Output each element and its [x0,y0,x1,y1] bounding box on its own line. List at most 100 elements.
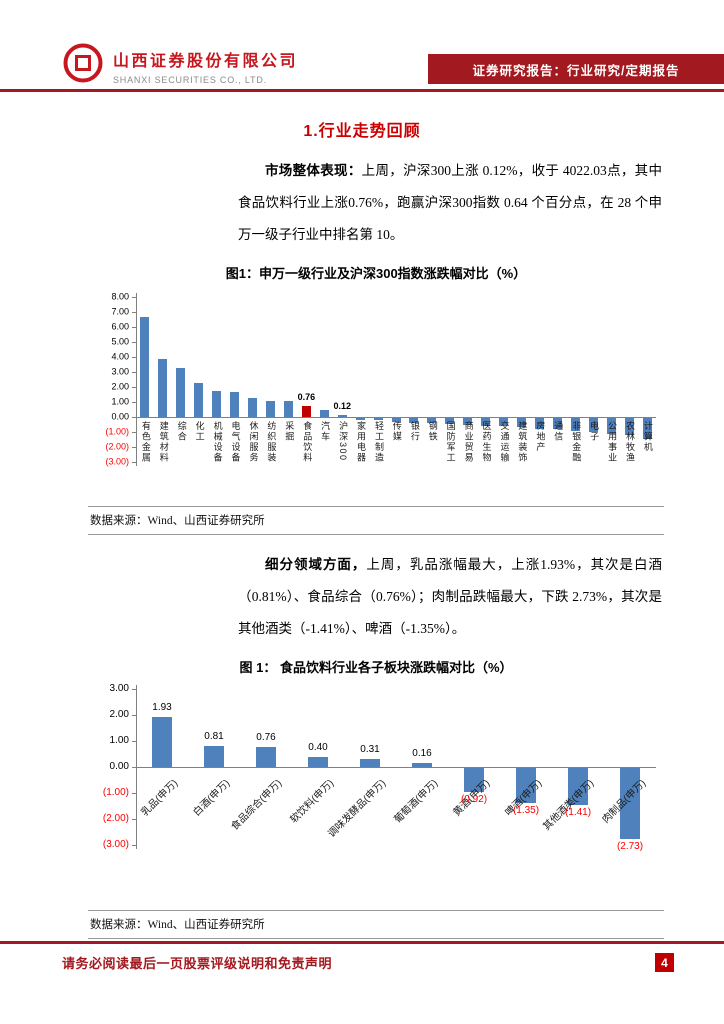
y-axis-tick: 0.00 [111,411,129,422]
value-label: 0.40 [308,741,328,753]
chart-bar [588,418,598,433]
y-axis-tick: (1.00) [102,787,129,798]
page-footer: 请务必阅读最后一页股票评级说明和免责声明 4 [62,953,674,972]
y-axis-tick: 1.00 [111,396,129,407]
chart-bar [158,358,168,417]
value-label: 0.16 [412,747,432,759]
y-axis-tick: (1.00) [105,426,129,437]
y-axis-tickmark [132,312,136,313]
y-axis-tick: 2.00 [109,709,129,720]
company-name-block: 山西证券股份有限公司 SHANXI SECURITIES CO., LTD. [113,47,298,85]
y-axis-tickmark [132,447,136,448]
category-label: 软饮料(申万) [288,777,337,826]
category-label: 综合 [176,421,187,442]
footer-divider [0,941,724,944]
figure-1: 图1：申万一级行业及沪深300指数涨跌幅对比（%） 8.00 7.00 6.00 5.… [88,255,664,535]
chart-bar [194,382,204,417]
category-label: 食品饮料 [302,421,313,463]
figure-2-title: 图 1： 食品饮料行业各子板块涨跌幅对比（%） [239,660,513,675]
y-axis-tickmark [132,357,136,358]
category-label: 沪深300 [338,421,349,462]
chart-bar [248,398,258,417]
y-axis-tickmark [132,297,136,298]
report-type-banner: 证券研究报告：行业研究/定期报告 [428,54,724,84]
chart-bar [176,367,186,417]
y-axis-tickmark [132,432,136,433]
category-label: 化工 [194,421,205,442]
paragraph-text: 上周，沪深300上涨 0.12%，收于 4022.03点，其中食品饮料行业上涨0… [238,163,662,242]
company-logo: 山西证券股份有限公司 SHANXI SECURITIES CO., LTD. [62,42,298,89]
chart-bar [204,745,224,767]
y-axis-tick: 4.00 [111,351,129,362]
y-axis-tickmark [132,387,136,388]
chart-bar [517,418,527,427]
figure-2: 图 1： 食品饮料行业各子板块涨跌幅对比（%） 3.00 2.00 1.00 0.00… [88,649,664,939]
y-axis-tick: 6.00 [111,321,129,332]
y-axis-tick: 5.00 [111,336,129,347]
y-axis-tickmark [132,342,136,343]
zero-axis-line [136,417,656,418]
company-logo-icon [62,42,104,89]
category-label: 公用事业 [607,421,618,463]
value-label: (1.35) [512,805,540,817]
chart-bar [256,747,276,767]
category-label: 通信 [553,421,564,442]
value-label: 0.81 [204,730,224,742]
chart-bar [624,418,634,436]
category-label: 交通运输 [499,421,510,463]
category-label: 传媒 [391,421,402,442]
category-label: 家用电器 [356,421,367,463]
chart-bar [552,418,562,430]
category-label: 农林牧渔 [624,421,635,463]
chart-bar [283,401,293,417]
category-label: 医药生物 [481,421,492,463]
y-axis-tickmark [132,327,136,328]
paragraph-market-overview: 市场整体表现：上周，沪深300上涨 0.12%，收于 4022.03点，其中食品… [238,155,662,251]
chart-bar [152,716,172,767]
chart-bar [409,418,419,423]
chart-bar [620,768,640,839]
value-label: (2.73) [616,840,644,852]
category-label: 计算机 [642,421,653,453]
y-axis-tickmark [132,845,136,846]
company-name-en: SHANXI SECURITIES CO., LTD. [113,74,267,85]
chart-bar [412,762,432,767]
category-label: 商业贸易 [463,421,474,463]
page-header: 山西证券股份有限公司 SHANXI SECURITIES CO., LTD. 证… [0,0,724,92]
figure-2-source: 数据来源：Wind、山西证券研究所 [88,910,664,939]
category-label: 银行 [409,421,420,442]
y-axis-tick: 2.00 [111,381,129,392]
category-label: 建筑装饰 [517,421,528,463]
category-label: 葡萄酒(申万) [392,777,441,826]
zero-axis-line [136,767,656,768]
company-name-cn: 山西证券股份有限公司 [113,52,299,70]
value-label: 1.93 [152,701,172,713]
chart-bar [481,418,491,426]
value-label: (1.41) [564,806,592,818]
chart-bar [355,418,365,420]
y-axis-tick: 3.00 [109,683,129,694]
category-label: 电子 [589,421,600,442]
industry-comparison-bar-chart: 8.00 7.00 6.00 5.00 4.00 3.00 2.00 1.00 0.00 (1.0… [88,289,664,504]
value-label: 0.12 [333,401,351,412]
y-axis-tickmark [132,793,136,794]
chart-bar [337,415,347,417]
category-label: 有色金属 [140,421,151,463]
category-label: 乳品(申万) [139,777,181,819]
y-axis-tick: 7.00 [111,306,129,317]
chart-bar [463,418,473,425]
y-axis-tick: (2.00) [105,441,129,452]
category-label: 食品综合(申万) [229,777,285,833]
chart-bar [516,768,536,804]
paragraph-text: 上周，乳品涨幅最大，上涨1.93%，其次是白酒（0.81%）、食品综合（0.76… [238,557,663,636]
chart-bar [464,768,484,792]
chart-bar [360,758,380,767]
category-label: 机械设备 [212,421,223,463]
paragraph-subsector: 细分领域方面，上周，乳品涨幅最大，上涨1.93%，其次是白酒（0.81%）、食品… [238,549,662,645]
y-axis-tickmark [132,372,136,373]
page-number: 4 [655,953,674,972]
y-axis-tickmark [132,462,136,463]
category-label: 白酒(申万) [191,777,233,819]
category-label: 电气设备 [230,421,241,463]
